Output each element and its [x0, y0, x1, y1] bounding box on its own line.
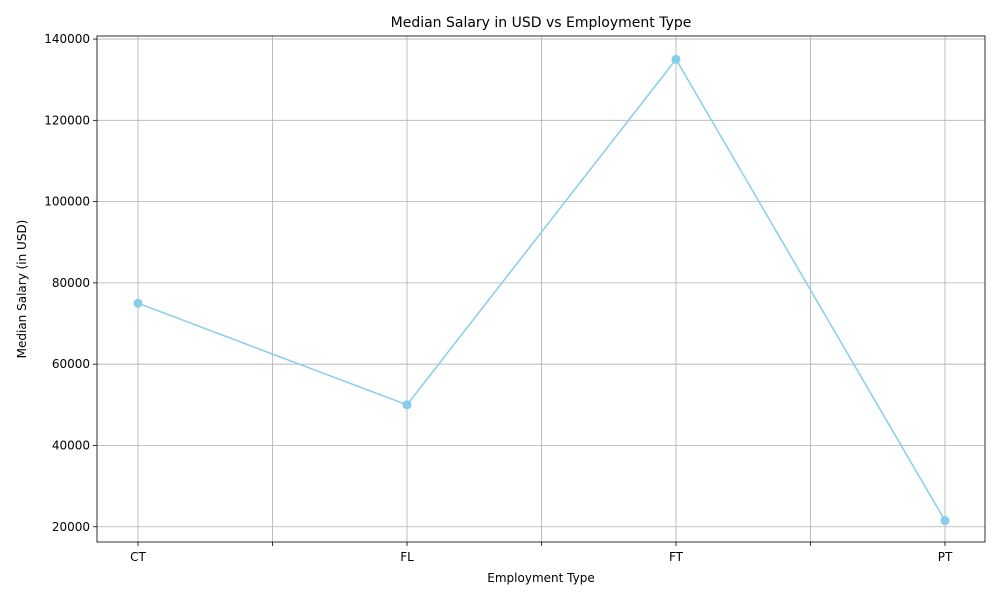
y-tick-label: 40000	[52, 438, 90, 452]
y-tick-label: 100000	[44, 195, 90, 209]
ticks-layer: CT FL FT PT 20000 40000 60000 80000 100000 120000…	[44, 32, 953, 564]
y-tick-label: 140000	[44, 32, 90, 46]
x-tick-label: FL	[400, 550, 414, 564]
y-axis-title: Median Salary (in USD)	[15, 220, 29, 359]
plot-frame	[96, 35, 986, 543]
series-layer	[133, 54, 950, 526]
chart-title: Median Salary in USD vs Employment Type	[391, 15, 692, 31]
y-tick-label: 120000	[44, 113, 90, 127]
data-point-pt	[940, 516, 950, 526]
data-point-ft	[671, 54, 681, 64]
y-tick-label: 80000	[52, 276, 90, 290]
y-tick-label: 20000	[52, 520, 90, 534]
x-tick-label: PT	[938, 550, 953, 564]
series-line	[137, 58, 946, 522]
x-tick-label: FT	[669, 550, 684, 564]
x-axis-title: Employment Type	[487, 571, 594, 585]
x-tick-label: CT	[130, 550, 146, 564]
y-tick-label: 60000	[52, 357, 90, 371]
data-point-ct	[133, 298, 143, 308]
grid-layer	[97, 36, 985, 542]
data-point-fl	[402, 400, 412, 410]
